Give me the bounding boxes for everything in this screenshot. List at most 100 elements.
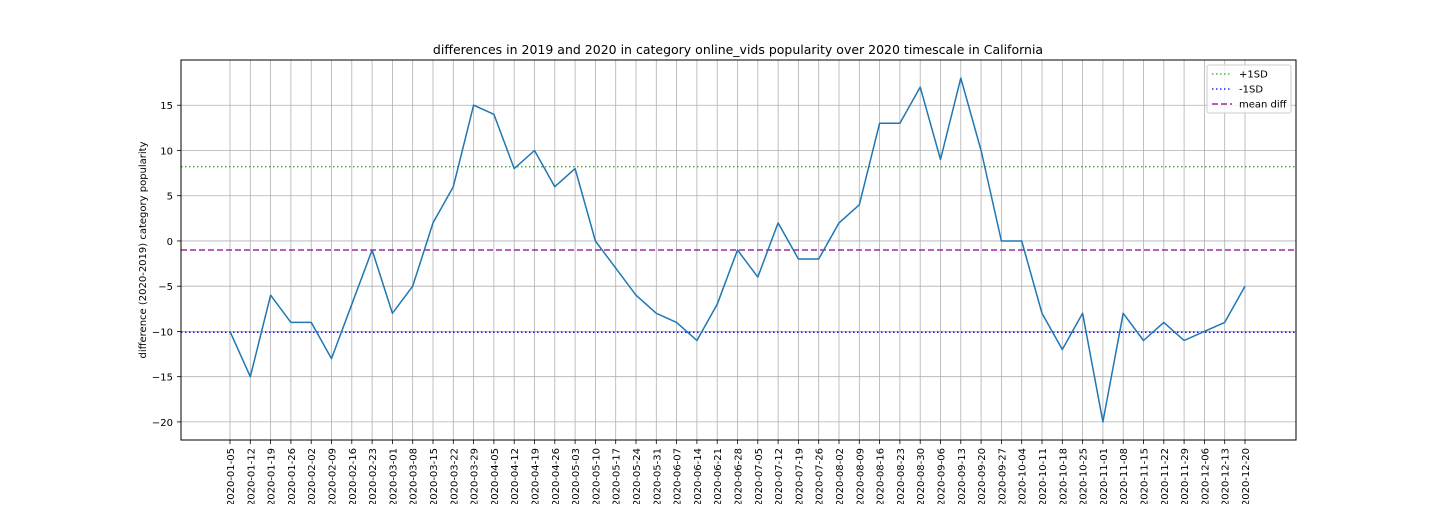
data-point <box>613 266 618 271</box>
x-tick-label: 2020-03-08 <box>409 448 420 504</box>
series-layer <box>228 76 1248 424</box>
series-line <box>229 77 1246 423</box>
data-point <box>309 320 314 325</box>
y-tick-label: −10 <box>152 327 173 338</box>
data-point <box>410 284 415 289</box>
data-point <box>796 257 801 262</box>
data-point <box>349 302 354 307</box>
x-tick-label: 2020-09-27 <box>997 448 1008 504</box>
x-tick-label: 2020-06-14 <box>693 448 704 504</box>
data-point <box>1141 338 1146 343</box>
y-tick-label: 15 <box>160 101 173 112</box>
x-tick-label: 2020-10-11 <box>1038 448 1049 504</box>
x-tick-label: 2020-05-24 <box>632 448 643 504</box>
x-tick-label: 2020-08-02 <box>835 448 846 504</box>
data-point <box>877 121 882 126</box>
data-point <box>735 248 740 253</box>
data-point <box>532 148 537 153</box>
data-point <box>1182 338 1187 343</box>
x-tick-label: 2020-08-23 <box>896 448 907 504</box>
x-tick-label: 2020-11-29 <box>1180 448 1191 504</box>
x-tick-label: 2020-12-13 <box>1221 448 1232 504</box>
x-tick-label: 2020-01-05 <box>226 448 237 504</box>
x-tick-label: 2020-04-26 <box>551 448 562 504</box>
data-point <box>573 166 578 171</box>
data-point <box>288 320 293 325</box>
x-tick-label: 2020-03-15 <box>429 448 440 504</box>
data-point <box>776 220 781 225</box>
x-tick-label: 2020-11-01 <box>1099 448 1110 504</box>
data-point <box>857 202 862 207</box>
data-point <box>1222 320 1227 325</box>
data-point <box>228 329 233 334</box>
data-point <box>248 374 253 379</box>
data-point <box>1161 320 1166 325</box>
x-tick-label: 2020-09-13 <box>957 448 968 504</box>
legend: +1SD -1SD mean diff <box>1206 64 1292 114</box>
data-point <box>958 76 963 81</box>
data-point <box>512 166 517 171</box>
x-tick-label: 2020-04-12 <box>510 448 521 504</box>
data-point <box>694 338 699 343</box>
legend-box <box>1206 64 1292 114</box>
y-tick-label: 5 <box>167 192 173 203</box>
data-point <box>634 293 639 298</box>
data-point <box>1080 311 1085 316</box>
x-tick-label: 2020-06-21 <box>713 448 724 504</box>
data-point <box>1019 238 1024 243</box>
x-tick-label: 2020-02-09 <box>328 448 339 504</box>
x-tick-label: 2020-08-30 <box>916 448 927 504</box>
x-tick-label: 2020-03-29 <box>470 448 481 504</box>
x-tick-label: 2020-04-19 <box>531 448 542 504</box>
data-point <box>897 121 902 126</box>
x-tick-label: 2020-02-16 <box>348 448 359 504</box>
data-point <box>268 293 273 298</box>
data-point <box>1121 311 1126 316</box>
x-tick-label: 2020-07-05 <box>754 448 765 504</box>
data-point <box>654 311 659 316</box>
x-tick-label: 2020-08-16 <box>876 448 887 504</box>
data-point <box>755 275 760 280</box>
y-tick-label: 10 <box>160 146 173 157</box>
x-tick-label: 2020-01-19 <box>267 448 278 504</box>
data-point <box>329 356 334 361</box>
x-tick-label: 2020-11-15 <box>1140 448 1151 504</box>
x-tick-label: 2020-09-06 <box>937 448 948 504</box>
x-tick-label: 2020-01-26 <box>287 448 298 504</box>
x-tick-label: 2020-03-01 <box>388 448 399 504</box>
x-axis: 2020-01-05 2020-01-12 2020-01-19 2020-01-26… <box>226 440 1252 506</box>
data-point <box>1060 347 1065 352</box>
x-tick-label: 2020-12-20 <box>1241 448 1252 504</box>
data-point <box>1100 419 1105 424</box>
data-point <box>1243 284 1248 289</box>
data-point <box>674 320 679 325</box>
data-point <box>816 257 821 262</box>
data-point <box>715 302 720 307</box>
data-point <box>593 238 598 243</box>
x-tick-label: 2020-05-31 <box>652 448 663 504</box>
data-point <box>837 220 842 225</box>
x-tick-label: 2020-07-26 <box>815 448 826 504</box>
x-tick-label: 2020-06-07 <box>673 448 684 504</box>
data-point <box>918 85 923 90</box>
x-tick-label: 2020-03-22 <box>449 448 460 504</box>
y-axis: −20 −15 −10 −5 0 5 10 15 <box>152 101 181 429</box>
y-tick-label: −15 <box>152 373 173 384</box>
x-tick-label: 2020-05-03 <box>571 448 582 504</box>
y-tick-label: −5 <box>158 282 173 293</box>
data-point <box>431 220 436 225</box>
data-point <box>390 311 395 316</box>
x-tick-label: 2020-01-12 <box>246 448 257 504</box>
data-point <box>1040 311 1045 316</box>
x-tick-label: 2020-05-17 <box>612 448 623 504</box>
data-point <box>552 184 557 189</box>
x-tick-label: 2020-10-25 <box>1079 448 1090 504</box>
x-tick-label: 2020-07-12 <box>774 448 785 504</box>
x-tick-label: 2020-02-02 <box>307 448 318 504</box>
x-tick-label: 2020-11-08 <box>1119 448 1130 504</box>
data-point <box>1202 329 1207 334</box>
data-point <box>451 184 456 189</box>
x-tick-label: 2020-09-20 <box>977 448 988 504</box>
x-tick-label: 2020-05-10 <box>591 448 602 504</box>
